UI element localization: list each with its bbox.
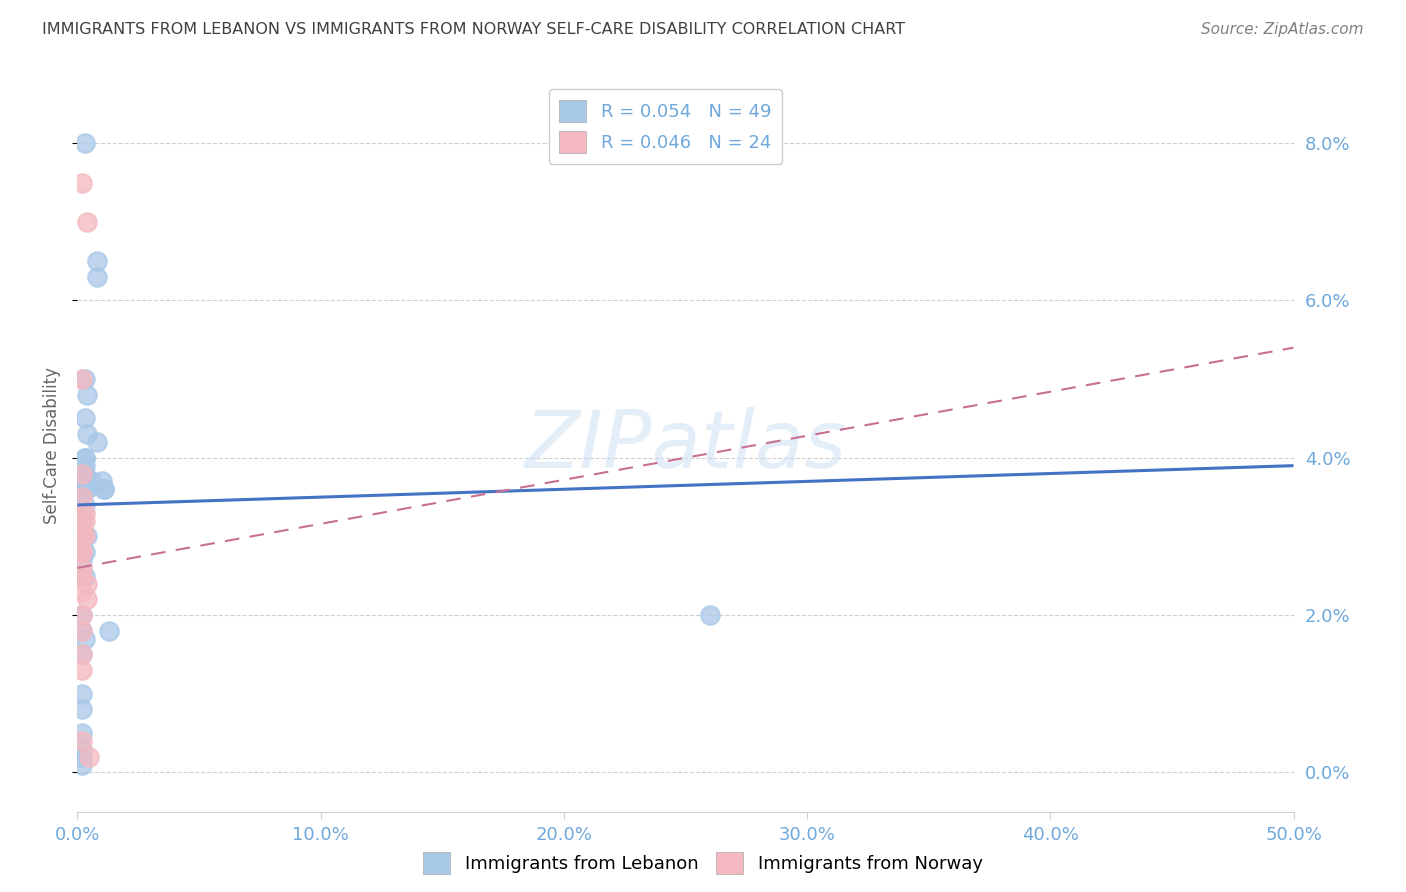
Point [70,514,93,528]
Point [76,215,98,229]
Point [70,529,93,543]
Point [70,490,93,504]
Point [70,490,93,504]
Point [70,475,93,489]
Point [76,482,98,496]
Point [73,467,96,481]
Point [73,372,96,386]
Point [76,482,98,496]
Point [70,506,93,520]
Point [70,529,93,543]
Point [93,482,115,496]
Text: IMMIGRANTS FROM LEBANON VS IMMIGRANTS FROM NORWAY SELF-CARE DISABILITY CORRELATI: IMMIGRANTS FROM LEBANON VS IMMIGRANTS FR… [42,22,905,37]
Point [97,624,120,638]
Point [70,522,93,536]
Point [73,498,96,512]
Point [73,136,96,151]
Point [76,529,98,543]
Point [70,687,93,701]
Point [70,545,93,559]
Point [86,435,108,450]
Point [73,450,96,465]
Point [86,254,108,268]
Point [93,482,115,496]
Point [70,584,93,599]
Point [70,545,93,559]
Point [73,506,96,520]
Point [70,702,93,716]
Point [70,726,93,740]
Point [79,749,101,764]
Point [76,576,98,591]
Y-axis label: Self-Care Disability: Self-Care Disability [44,368,62,524]
Point [70,648,93,662]
Point [70,734,93,748]
Point [70,529,93,543]
Point [70,568,93,582]
Point [73,568,96,582]
Legend: R = 0.054   N = 49, R = 0.046   N = 24: R = 0.054 N = 49, R = 0.046 N = 24 [548,89,782,164]
Point [70,506,93,520]
Point [69,514,91,528]
Point [73,529,96,543]
Point [86,269,108,284]
Point [76,388,98,402]
Point [70,506,93,520]
Point [70,467,93,481]
Point [70,757,93,772]
Point [70,608,93,623]
Text: Source: ZipAtlas.com: Source: ZipAtlas.com [1201,22,1364,37]
Point [73,450,96,465]
Text: ZIPatlas: ZIPatlas [524,407,846,485]
Point [70,522,93,536]
Point [699,608,721,623]
Legend: Immigrants from Lebanon, Immigrants from Norway: Immigrants from Lebanon, Immigrants from… [416,845,990,881]
Point [70,490,93,504]
Point [80,475,103,489]
Point [73,545,96,559]
Point [70,372,93,386]
Point [73,458,96,473]
Point [73,411,96,425]
Point [70,741,93,756]
Point [69,545,91,559]
Point [70,624,93,638]
Point [70,568,93,582]
Point [73,467,96,481]
Point [73,475,96,489]
Point [70,561,93,575]
Point [76,427,98,442]
Point [70,663,93,677]
Point [70,553,93,567]
Point [70,749,93,764]
Point [70,608,93,623]
Point [70,176,93,190]
Point [70,624,93,638]
Point [73,632,96,646]
Point [70,648,93,662]
Point [90,475,112,489]
Point [73,514,96,528]
Point [76,592,98,607]
